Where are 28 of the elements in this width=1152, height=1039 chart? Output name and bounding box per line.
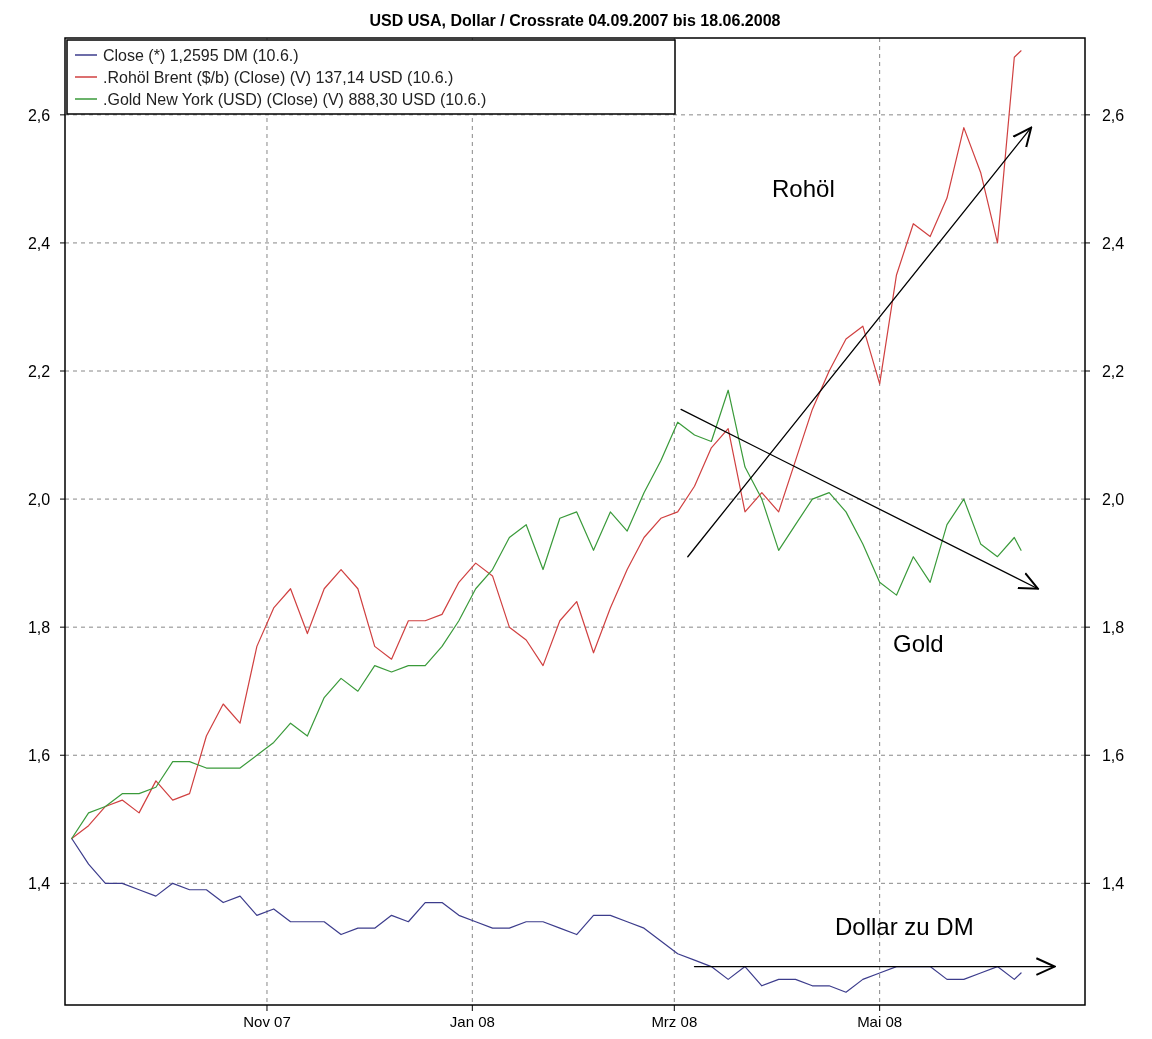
- annotation: Gold: [893, 630, 944, 657]
- x-tick-label: Jan 08: [449, 1013, 495, 1030]
- y2-tick-label: 2,6: [1101, 106, 1125, 124]
- line-series: [71, 389, 1022, 840]
- y2-tick-label: 1,6: [1101, 747, 1125, 765]
- annotation: Dollar zu DM: [835, 913, 974, 940]
- legend-label: .Rohöl Brent ($/b) (Close) (V) 137,14 USD (10.6.): [103, 69, 454, 86]
- x-tick-label: Mai 08: [857, 1013, 903, 1030]
- y-tick-label: 2,6: [27, 106, 51, 124]
- line-series: [71, 50, 1022, 840]
- y2-tick-label: 1,4: [1101, 875, 1125, 893]
- y2-tick-label: 2,4: [1101, 234, 1125, 252]
- y-tick-label: 2,0: [27, 491, 51, 509]
- y-tick-label: 1,6: [27, 747, 51, 765]
- legend-label: .Gold New York (USD) (Close) (V) 888,30 USD (10.6.): [103, 91, 487, 108]
- y2-tick-label: 2,0: [1101, 491, 1125, 509]
- y-tick-label: 2,4: [27, 234, 51, 252]
- x-tick-label: Mrz 08: [651, 1013, 698, 1030]
- annotation: Rohöl: [772, 175, 835, 202]
- y2-tick-label: 2,2: [1101, 363, 1125, 381]
- legend-label: Close (*) 1,2595 DM (10.6.): [103, 47, 299, 64]
- x-tick-label: Nov 07: [243, 1013, 291, 1030]
- y-tick-label: 1,4: [27, 875, 51, 893]
- chart-title: USD USA, Dollar / Crossrate 04.09.2007 bis 18.06.2008: [369, 12, 781, 29]
- y2-tick-label: 1,8: [1101, 619, 1125, 637]
- line-series: [71, 837, 1022, 993]
- y-tick-label: 1,8: [27, 619, 51, 637]
- y-tick-label: 2,2: [27, 363, 51, 381]
